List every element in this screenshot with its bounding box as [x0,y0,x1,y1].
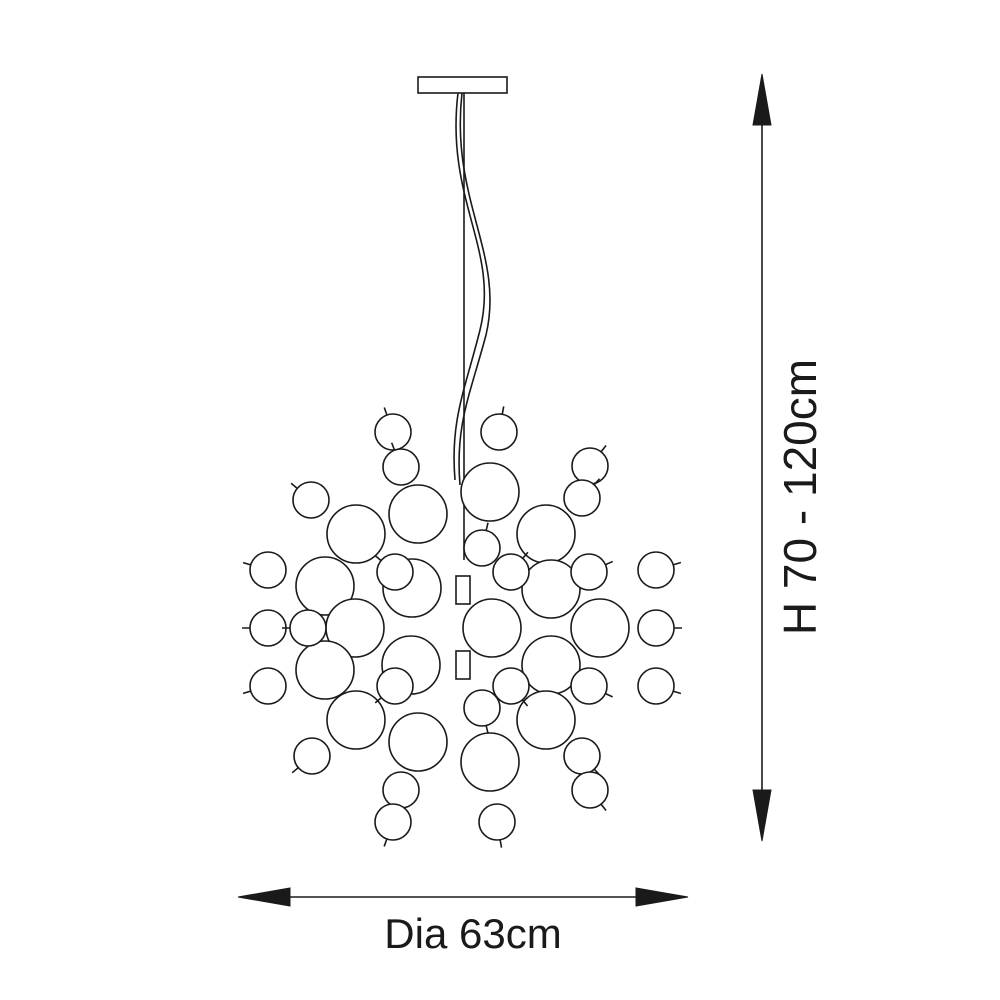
glass-ball-small [249,667,287,705]
glass-ball-small [637,609,675,647]
glass-ball-small [637,667,675,705]
glass-ball-small [563,737,601,775]
glass-ball-small [463,529,501,567]
glass-ball-small [249,609,287,647]
arrow-right-icon [635,887,689,907]
glass-ball-small [480,413,518,451]
glass-ball-large [460,462,520,522]
glass-ball-small [571,447,609,485]
glass-balls [242,406,682,848]
glass-ball-small [492,553,530,591]
glass-ball-large [516,690,576,750]
arrow-down-icon [752,789,772,842]
glass-ball-small [289,609,327,647]
diameter-dimension [237,887,689,907]
ceiling-canopy [417,76,508,94]
glass-ball-large [388,484,448,544]
bulb-holder [455,650,471,680]
glass-ball-large [570,598,630,658]
glass-ball-small [376,667,414,705]
glass-ball-large [295,640,355,700]
glass-ball-large [326,690,386,750]
glass-ball-small [571,771,609,809]
height-dimension [752,73,772,842]
glass-ball-small [570,667,608,705]
glass-ball-small [382,448,420,486]
glass-ball-small [292,481,330,519]
glass-ball-small [376,553,414,591]
glass-ball-small [293,737,331,775]
glass-ball-small [249,551,287,589]
glass-ball-large [326,504,386,564]
power-cable-2 [458,92,491,486]
glass-ball-small [463,689,501,727]
glass-ball-large [295,556,355,616]
height-label: H 70 - 120cm [774,359,826,635]
glass-ball-large [462,598,522,658]
glass-ball-small [492,667,530,705]
glass-ball-small [570,553,608,591]
glass-ball-small [478,803,516,841]
glass-ball-small [374,803,412,841]
chandelier [242,76,682,848]
glass-ball-small [382,771,420,809]
power-cable [453,92,486,481]
glass-ball-small [563,479,601,517]
glass-ball-large [388,712,448,772]
bulb-holder [455,575,471,605]
diameter-label: Dia 63cm [384,910,561,957]
arrow-left-icon [237,887,291,907]
arrow-up-icon [752,73,772,126]
glass-ball-large [460,732,520,792]
glass-ball-small [637,551,675,589]
glass-ball-large [521,559,581,619]
